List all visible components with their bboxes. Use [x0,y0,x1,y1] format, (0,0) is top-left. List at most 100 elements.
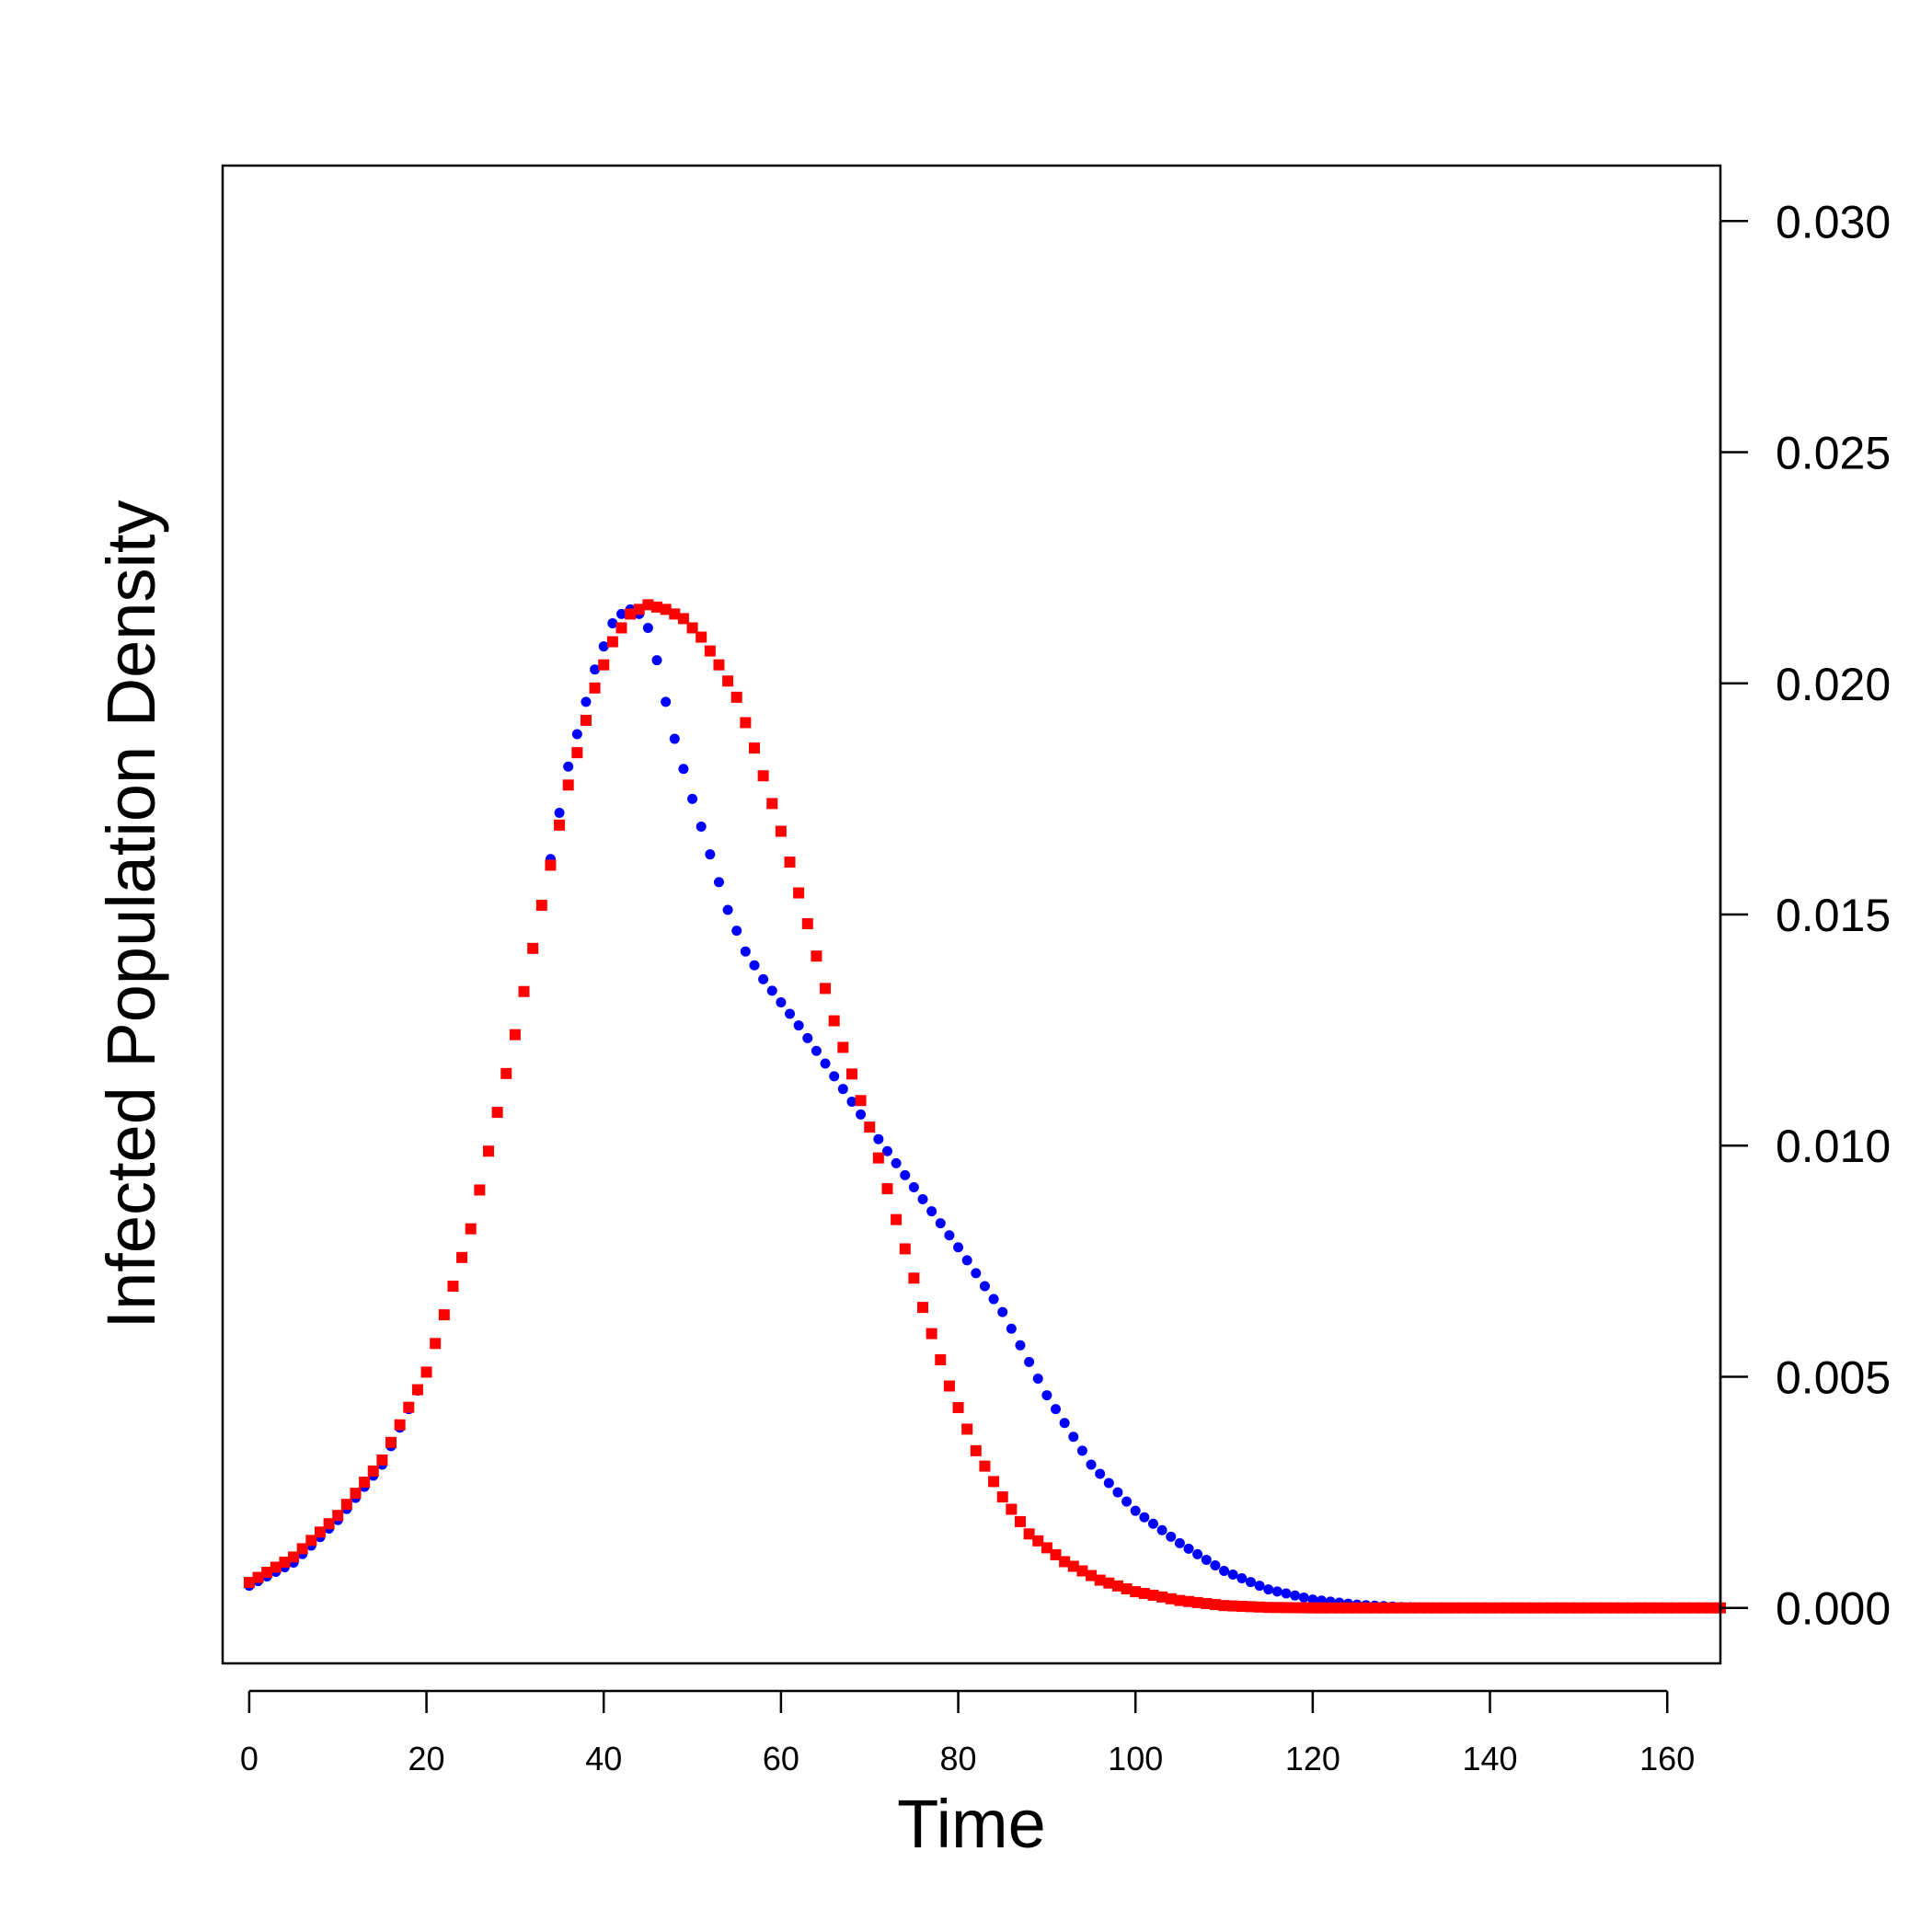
data-point [660,604,672,615]
data-point [801,918,813,930]
data-point [793,1020,804,1031]
data-point [598,641,609,652]
data-point [1041,1542,1052,1554]
data-point [1147,1518,1158,1529]
data-point [740,717,752,729]
data-point [686,622,698,634]
data-point [323,1518,335,1530]
data-point [705,849,716,860]
data-point [1511,1602,1523,1614]
data-point [996,1491,1008,1503]
data-point [881,1145,892,1156]
data-point [988,1294,999,1305]
data-point [1209,1599,1221,1611]
data-point [562,779,574,791]
data-point [1254,1581,1265,1592]
data-point [784,857,796,868]
data-point [872,1152,884,1164]
data-point [1643,1602,1655,1614]
data-point [1165,1593,1177,1604]
data-point [891,1213,903,1225]
data-point [482,1145,494,1157]
data-point [1369,1602,1381,1614]
data-point [1475,1602,1487,1614]
data-point [766,798,778,810]
x-tick-label: 80 [940,1740,977,1777]
data-point [1289,1602,1301,1614]
data-point [332,1510,344,1522]
data-point [1094,1574,1106,1586]
x-tick-label: 100 [1108,1740,1163,1777]
data-point [1121,1496,1133,1507]
data-point [243,1577,255,1589]
data-point [696,822,707,833]
data-point [288,1551,300,1563]
data-point [518,985,530,997]
data-point [279,1556,291,1568]
data-point [1050,1548,1062,1560]
data-point [775,825,787,837]
data-point [1023,1528,1035,1540]
data-point [1325,1602,1337,1614]
data-point [535,899,547,911]
data-point [935,1218,946,1229]
data-point [1103,1577,1115,1589]
data-point [1014,1515,1026,1527]
data-point [713,877,724,888]
data-point [554,819,566,831]
data-point [1696,1602,1708,1614]
y-axis: 0.000 0.005 0.010 0.015 0.020 0.025 0.030 [1719,196,1891,1635]
data-point [669,733,680,744]
data-point [730,691,742,703]
x-axis: 0 20 40 60 80 100 120 140 160 [240,1689,1695,1777]
data-point [1520,1602,1532,1614]
data-point [1130,1505,1141,1516]
data-point [474,1184,486,1196]
x-tick-label: 60 [763,1740,799,1777]
data-point [545,859,557,871]
data-point [1457,1602,1469,1614]
data-point [1670,1602,1682,1614]
data-point [856,1109,867,1120]
data-point [1024,1356,1035,1367]
data-point [943,1380,955,1392]
data-point [1440,1602,1452,1614]
data-point [1201,1597,1213,1609]
data-point [1067,1560,1079,1572]
data-point [509,1029,521,1041]
data-point [1201,1554,1212,1565]
data-point [820,1058,831,1069]
data-point [749,960,760,971]
data-point [961,1255,972,1266]
data-point [1254,1601,1266,1613]
data-point [748,742,760,754]
data-point [651,655,662,666]
data-point [447,1280,459,1292]
data-point [785,1008,796,1019]
y-tick-label: 0.020 [1776,659,1891,710]
data-point [1183,1543,1194,1554]
data-point [1537,1602,1549,1614]
data-point [855,1095,867,1107]
data-point [1262,1602,1274,1614]
data-point [554,807,565,818]
data-point [1138,1588,1150,1600]
data-point [1360,1602,1372,1614]
data-point [1006,1323,1017,1334]
data-point [1307,1594,1318,1605]
data-point [1236,1573,1248,1584]
data-point [385,1436,397,1448]
data-point [571,729,582,740]
data-point [1111,1580,1123,1592]
y-tick-label: 0.025 [1776,428,1891,479]
data-point [1581,1602,1593,1614]
data-point [1112,1487,1123,1498]
data-point [296,1543,308,1555]
data-point [1396,1602,1408,1614]
data-point [589,682,601,694]
data-point [1298,1592,1309,1603]
data-point [1546,1602,1558,1614]
data-point [704,645,716,657]
data-point [1501,1602,1513,1614]
data-point [642,622,653,633]
